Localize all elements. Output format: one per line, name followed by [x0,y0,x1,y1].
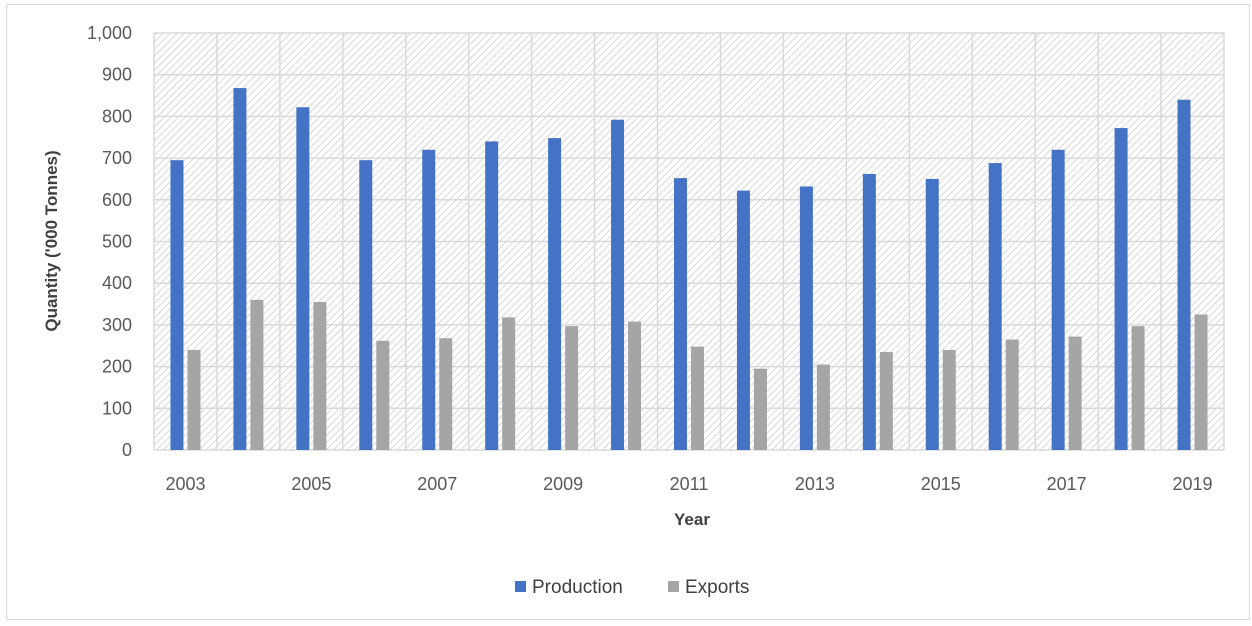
bar-exports-2004 [250,299,264,450]
legend-label-production: Production [532,577,623,598]
legend-swatch-exports [668,581,679,592]
y-tick-label: 400 [102,273,132,293]
chart-container: 0 100 200 300 400 500 600 700 800 900 1,000 2003 20… [6,4,1250,620]
y-tick-label: 1,000 [87,23,132,43]
y-tick-label: 900 [102,65,132,85]
bar-production-2009 [548,138,562,451]
x-axis-ticks: 2003 2005 2007 2009 2011 2013 2015 2017 2019 [165,474,1212,494]
x-tick-label: 2009 [543,474,583,494]
x-tick-label: 2013 [795,474,835,494]
bar-exports-2012 [753,368,767,450]
bar-production-2017 [1051,149,1065,450]
y-axis-title: Quantity ('000 Tonnes) [42,150,61,331]
bar-exports-2006 [376,340,390,450]
x-tick-label: 2017 [1047,474,1087,494]
bar-exports-2014 [879,352,893,450]
bar-exports-2003 [187,349,201,450]
bar-production-2012 [736,190,750,450]
x-tick-label: 2015 [921,474,961,494]
bar-production-2018 [1114,128,1128,450]
bar-exports-2019 [1194,314,1208,450]
x-tick-label: 2003 [165,474,205,494]
bar-production-2006 [359,160,373,450]
bar-production-2007 [422,149,436,450]
y-tick-label: 300 [102,315,132,335]
x-axis-title: Year [674,510,710,529]
x-tick-label: 2007 [417,474,457,494]
bar-production-2010 [611,119,625,451]
y-tick-label: 500 [102,232,132,252]
bar-production-2014 [862,173,876,451]
bar-exports-2018 [1131,326,1145,450]
bar-production-2016 [988,163,1002,450]
legend-label-exports: Exports [685,577,749,598]
bar-exports-2015 [942,349,956,450]
bar-production-2005 [296,107,310,450]
y-tick-label: 200 [102,357,132,377]
x-tick-label: 2019 [1173,474,1213,494]
bar-exports-2016 [1005,339,1019,450]
bar-production-2013 [799,186,813,450]
legend-swatch-production [515,581,526,592]
bar-exports-2005 [313,301,327,450]
bar-exports-2009 [565,326,579,450]
bar-exports-2017 [1068,336,1082,450]
gridlines [153,32,1225,451]
bar-exports-2013 [816,364,830,450]
bar-exports-2011 [691,346,704,450]
legend: Production Exports [515,577,749,598]
bar-production-2003 [170,160,184,450]
bars [170,88,1208,451]
y-tick-label: 100 [102,398,132,418]
bar-exports-2008 [502,317,516,450]
x-tick-label: 2011 [670,474,709,494]
y-tick-label: 600 [102,190,132,210]
y-tick-label: 0 [122,440,132,460]
bar-production-2015 [925,178,939,450]
bar-production-2008 [485,141,499,451]
bar-production-2019 [1177,99,1191,450]
y-tick-label: 800 [102,106,132,126]
bar-production-2011 [674,178,687,450]
bar-production-2004 [233,88,247,450]
bar-exports-2010 [628,321,642,450]
bar-exports-2007 [439,338,453,450]
y-axis-ticks: 0 100 200 300 400 500 600 700 800 900 1,000 [87,23,132,460]
x-tick-label: 2005 [291,474,331,494]
y-tick-label: 700 [102,148,132,168]
